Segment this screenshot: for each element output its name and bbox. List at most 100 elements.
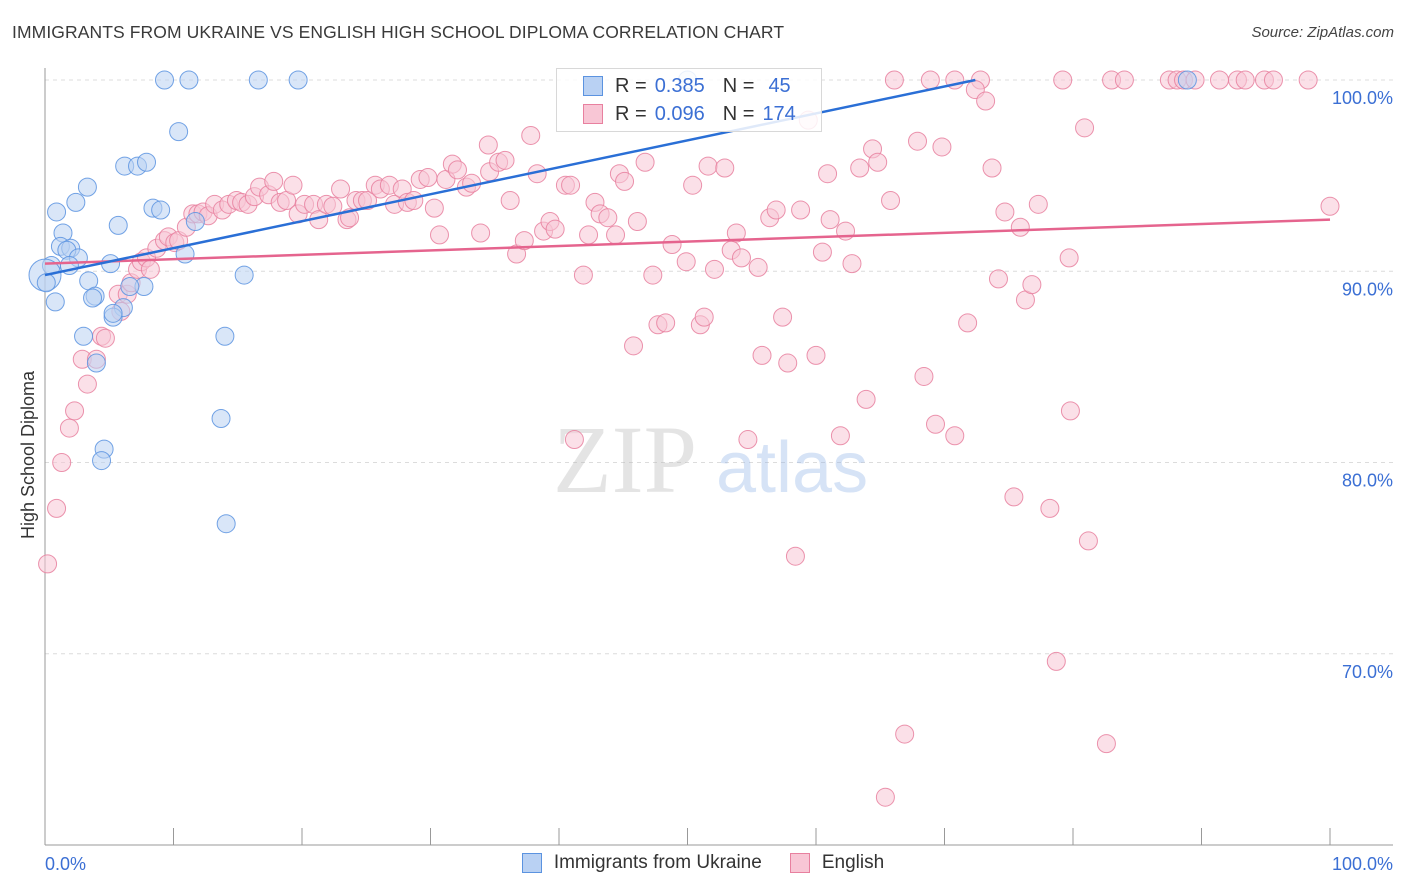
english-point — [500, 190, 520, 210]
chart-title: IMMIGRANTS FROM UKRAINE VS ENGLISH HIGH … — [12, 22, 785, 42]
legend-row-ukraine: R = 0.385 N = 45 — [583, 74, 809, 98]
english-point — [856, 389, 876, 409]
pink-swatch — [789, 853, 810, 873]
english-point — [52, 453, 72, 472]
english-point — [694, 307, 714, 327]
ukraine-point — [169, 122, 189, 142]
english-point — [1046, 651, 1066, 671]
english-point — [1320, 196, 1340, 216]
r-label: R = — [615, 74, 647, 97]
english-point — [627, 212, 647, 232]
stats-legend: R = 0.385 N = 45 R = 0.096 N = 174 — [556, 68, 822, 132]
ukraine-point — [216, 514, 236, 534]
english-point — [662, 234, 682, 254]
english-point — [731, 248, 751, 268]
ukraine-point — [77, 177, 97, 197]
english-point — [635, 152, 655, 172]
blue-swatch — [521, 853, 542, 873]
ukraine-point — [155, 70, 175, 90]
r-value: 0.096 — [654, 102, 705, 125]
english-point — [812, 242, 832, 262]
english-point — [656, 313, 676, 333]
english-point — [914, 366, 934, 386]
english-point — [683, 175, 703, 195]
legend-item-ukraine[interactable]: Immigrants from Ukraine — [521, 852, 762, 874]
english-point — [920, 70, 940, 90]
english-point — [1235, 70, 1255, 90]
ukraine-point — [108, 215, 128, 235]
english-point — [1060, 401, 1080, 421]
english-point — [573, 265, 593, 285]
english-point — [95, 328, 115, 348]
english-point — [850, 158, 870, 178]
english-point — [598, 208, 618, 228]
english-point — [875, 787, 895, 807]
english-point — [447, 160, 467, 180]
english-point — [988, 269, 1008, 289]
english-point — [478, 135, 498, 155]
english-point — [1022, 275, 1042, 295]
axes — [44, 68, 1393, 846]
english-point — [1010, 217, 1030, 237]
ukraine-point — [92, 451, 112, 471]
english-point — [738, 430, 758, 450]
y-tick-label: 90.0% — [1342, 279, 1393, 299]
legend-label: English — [821, 852, 885, 873]
ukraine-point — [179, 70, 199, 90]
english-point — [1209, 70, 1229, 90]
ukraine-point — [120, 277, 140, 297]
english-point — [726, 223, 746, 243]
english-point — [820, 210, 840, 230]
n-value: 174 — [762, 102, 796, 125]
ukraine-point — [103, 303, 123, 323]
english-point — [424, 198, 444, 218]
english-point — [976, 91, 996, 111]
english-point — [982, 158, 1002, 178]
english-point — [47, 498, 67, 518]
x-tick-label-min: 0.0% — [45, 854, 86, 874]
english-point — [606, 225, 626, 245]
english-point — [1263, 70, 1283, 90]
english-point — [1004, 487, 1024, 507]
legend-row-english: R = 0.096 N = 174 — [583, 102, 814, 126]
english-point — [704, 259, 724, 279]
english-point — [77, 374, 97, 394]
english-point — [926, 414, 946, 434]
english-point — [995, 202, 1015, 222]
y-tick-label: 80.0% — [1342, 471, 1393, 491]
english-point — [495, 150, 515, 170]
r-value: 0.385 — [654, 74, 705, 97]
english-point — [283, 175, 303, 195]
english-point — [38, 554, 58, 574]
english-point — [1078, 531, 1098, 551]
english-point — [65, 401, 85, 421]
ukraine-point — [36, 273, 56, 293]
english-point — [715, 158, 735, 178]
english-point — [564, 430, 584, 450]
english-point — [59, 418, 79, 438]
english-point — [785, 546, 805, 566]
english-point — [471, 223, 491, 243]
ukraine-point — [211, 409, 231, 429]
y-tick-label: 70.0% — [1342, 662, 1393, 682]
english-point — [752, 345, 772, 365]
english-point — [881, 190, 901, 210]
english-point — [698, 156, 718, 176]
english-point — [331, 179, 351, 199]
ukraine-point — [288, 70, 308, 90]
english-point — [358, 190, 378, 210]
english-point — [404, 190, 424, 210]
english-point — [624, 336, 644, 356]
legend-item-english[interactable]: English — [789, 852, 885, 874]
ukraine-point — [66, 192, 86, 212]
legend-label: Immigrants from Ukraine — [553, 852, 762, 873]
english-point — [643, 265, 663, 285]
english-point — [1114, 70, 1134, 90]
ukraine-point — [234, 265, 254, 285]
english-point — [521, 125, 541, 145]
english-point — [945, 426, 965, 446]
n-label: N = — [722, 102, 755, 125]
english-point — [842, 254, 862, 274]
y-tick-labels: 70.0% 80.0% 90.0% 100.0% — [1332, 88, 1393, 682]
watermark: ZIP atlas — [553, 406, 868, 513]
